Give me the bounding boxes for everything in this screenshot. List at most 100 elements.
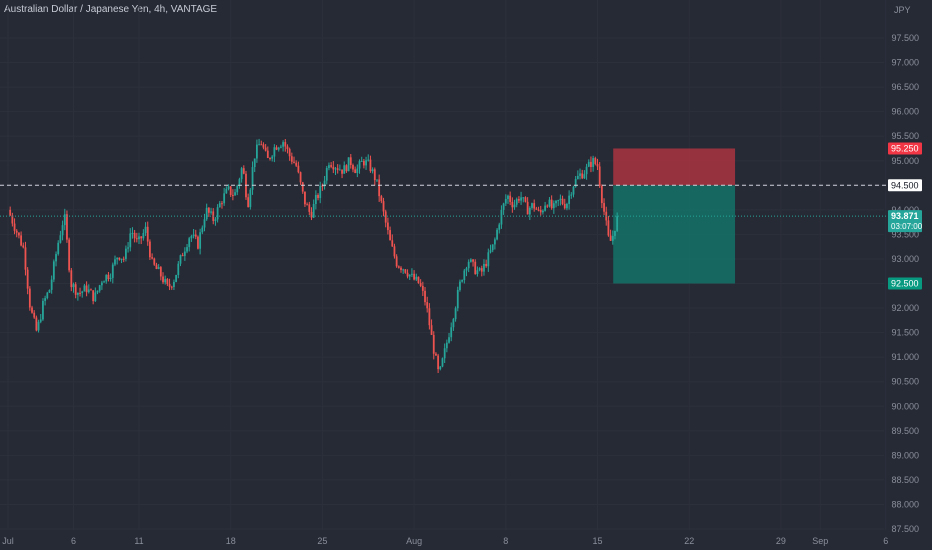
- candle-body: [207, 207, 210, 213]
- candle-body: [406, 272, 409, 277]
- candle-body: [574, 179, 577, 187]
- candle-body: [162, 276, 164, 283]
- candle-body: [52, 261, 55, 280]
- candle-body: [426, 302, 429, 309]
- candle-body: [90, 289, 92, 291]
- candle-body: [129, 233, 132, 248]
- candle-body: [598, 166, 601, 186]
- price-axis[interactable]: 97.500 97.000 96.500 96.000 95.500 95.000 94.5…: [888, 33, 923, 534]
- candle-body: [459, 281, 461, 290]
- entry-price-badge: [888, 179, 922, 192]
- candle-body: [218, 203, 221, 208]
- candle-body: [192, 234, 195, 237]
- candle-body: [48, 289, 51, 293]
- candle-body: [576, 175, 579, 180]
- candle-body: [133, 232, 136, 239]
- candle-body: [153, 258, 156, 265]
- candle-body: [421, 285, 424, 291]
- candle-body: [531, 203, 533, 208]
- candle-body: [387, 222, 389, 231]
- x-tick-label: 8: [503, 536, 508, 546]
- time-axis[interactable]: Jul 6 11 18 25 Aug 8 15 22 29 Sep 6: [2, 536, 888, 546]
- candle-body: [448, 337, 450, 343]
- candle-body: [277, 147, 280, 150]
- candle-body: [568, 195, 571, 204]
- candle-body: [116, 257, 119, 260]
- candle-body: [50, 279, 53, 290]
- candle-body: [92, 290, 95, 302]
- x-tick-label: Aug: [406, 536, 422, 546]
- candle-body: [548, 199, 551, 207]
- candle-body: [262, 144, 265, 148]
- y-tick-label: 89.000: [891, 450, 919, 460]
- candle-body: [537, 209, 540, 211]
- y-tick-label: 92.000: [891, 303, 919, 313]
- candle-body: [55, 254, 57, 262]
- candle-body: [415, 276, 418, 280]
- candle-body: [146, 226, 149, 242]
- y-tick-label: 95.500: [891, 131, 919, 141]
- candle-body: [404, 269, 407, 273]
- candle-body: [579, 173, 581, 176]
- candle-body: [111, 264, 114, 278]
- candle-body: [214, 219, 217, 221]
- x-tick-label: 25: [317, 536, 327, 546]
- candle-body: [524, 197, 527, 202]
- candle-body: [269, 157, 271, 159]
- candle-body: [518, 199, 520, 201]
- candle-body: [249, 189, 252, 208]
- candle-body: [170, 286, 173, 288]
- candle-body: [611, 235, 614, 241]
- candle-body: [435, 353, 437, 356]
- candle-body: [526, 201, 529, 215]
- candle-body: [614, 230, 616, 236]
- candle-body: [507, 195, 509, 199]
- candle-body: [179, 255, 182, 264]
- candle-body: [539, 209, 542, 213]
- candle-body: [33, 312, 36, 318]
- y-tick-label: 93.000: [891, 254, 919, 264]
- y-tick-label: 90.500: [891, 377, 919, 387]
- candle-body: [168, 284, 171, 287]
- candle-body: [402, 269, 405, 271]
- candle-body: [544, 205, 546, 211]
- candle-body: [500, 209, 503, 225]
- candle-body: [583, 174, 586, 179]
- candle-body: [107, 274, 110, 279]
- candle-body: [149, 241, 151, 258]
- y-tick-label: 93.500: [891, 229, 919, 239]
- candle-body: [535, 208, 538, 210]
- candle-body: [330, 165, 333, 167]
- candle-body: [489, 250, 492, 253]
- y-tick-label: 95.000: [891, 156, 919, 166]
- candle-body: [411, 273, 413, 275]
- position-tool[interactable]: [613, 148, 736, 284]
- candle-body: [282, 142, 284, 147]
- candle-body: [384, 211, 387, 223]
- candle-body: [469, 259, 472, 262]
- y-tick-label: 94.000: [891, 205, 919, 215]
- candle-body: [105, 274, 108, 282]
- candle-body: [572, 186, 575, 195]
- candle-body: [587, 161, 590, 167]
- candle-body: [271, 156, 274, 159]
- candle-body: [480, 268, 483, 272]
- candle-body: [430, 325, 433, 335]
- candle-body: [135, 238, 138, 240]
- candle-body: [118, 257, 121, 260]
- candle-body: [256, 144, 258, 159]
- candle-body: [352, 165, 354, 170]
- candle-body: [205, 207, 208, 220]
- candle-body: [559, 198, 562, 201]
- candle-body: [181, 255, 184, 257]
- candle-body: [194, 234, 197, 237]
- candle-body: [197, 236, 199, 249]
- target-price-badge: [888, 277, 922, 290]
- candle-body: [356, 168, 359, 174]
- candle-body: [332, 166, 335, 170]
- candle-body: [522, 197, 525, 199]
- candle-body: [138, 236, 140, 240]
- candle-body: [13, 223, 16, 231]
- candle-body: [87, 289, 90, 293]
